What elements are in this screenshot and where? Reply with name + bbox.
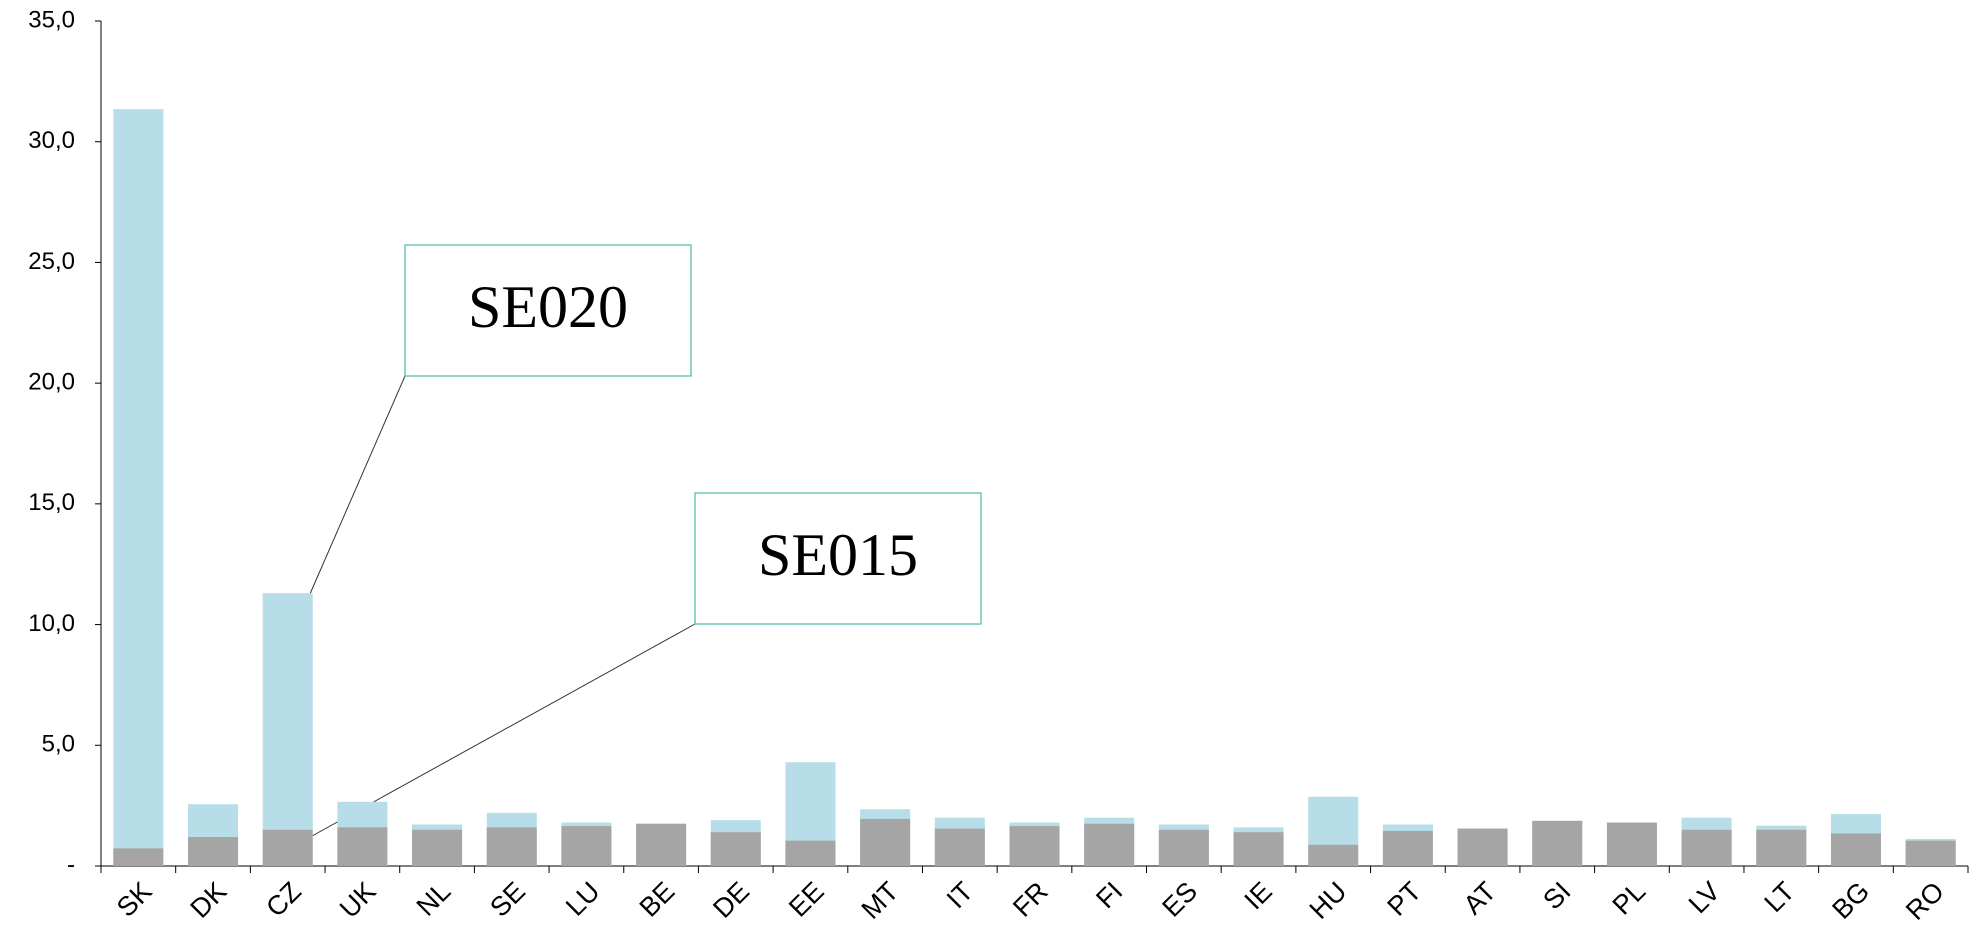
x-tick-label: PT <box>1382 876 1428 922</box>
y-tick-label: 30,0 <box>28 127 75 154</box>
bar <box>412 829 463 866</box>
bar <box>113 109 164 866</box>
bar <box>113 848 164 866</box>
bar <box>1457 828 1508 866</box>
bar <box>1681 829 1732 866</box>
y-tick-label: - <box>67 851 75 878</box>
bar <box>1830 833 1881 866</box>
y-tick-label: 35,0 <box>28 6 75 33</box>
y-tick-label: 25,0 <box>28 248 75 275</box>
y-tick-label: 15,0 <box>28 489 75 516</box>
y-tick-label: 20,0 <box>28 368 75 395</box>
x-tick-label: PL <box>1607 876 1652 921</box>
callout-box <box>694 492 982 625</box>
x-tick-label: FR <box>1007 876 1054 923</box>
bar <box>785 840 836 866</box>
bar <box>337 827 388 866</box>
bar <box>1158 829 1209 866</box>
x-tick-label: LT <box>1758 876 1800 918</box>
x-tick-label: HU <box>1304 876 1353 925</box>
x-tick-label: BG <box>1826 876 1875 925</box>
x-tick-label: MT <box>856 876 905 925</box>
bar <box>486 827 537 866</box>
x-tick-label: UK <box>334 876 382 924</box>
x-tick-label: IT <box>941 876 979 914</box>
bar <box>1233 832 1284 866</box>
x-tick-label: SI <box>1537 876 1576 915</box>
bar <box>1756 829 1807 866</box>
bar <box>860 818 911 866</box>
callout-label: SE015 <box>758 522 918 588</box>
bar <box>710 832 761 866</box>
x-tick-label: DE <box>707 876 755 924</box>
y-tick-label: 10,0 <box>28 610 75 637</box>
bar <box>1532 820 1583 866</box>
x-tick-label: SK <box>111 876 158 923</box>
y-tick-label: 5,0 <box>42 731 75 758</box>
x-tick-label: EE <box>783 876 830 923</box>
x-tick-label: RO <box>1900 876 1950 926</box>
x-tick-label: NL <box>411 876 457 922</box>
x-tick-label: ES <box>1156 876 1203 923</box>
callout-label: SE020 <box>468 274 628 340</box>
bar <box>262 593 313 866</box>
x-tick-label: BE <box>634 876 681 923</box>
bar <box>636 823 687 866</box>
bar <box>188 837 239 866</box>
bar <box>1009 826 1060 866</box>
x-tick-label: LU <box>560 876 606 922</box>
x-tick-label: IE <box>1239 876 1278 915</box>
x-tick-label: DK <box>185 876 233 924</box>
bar <box>262 829 313 866</box>
x-tick-label: SE <box>484 876 531 923</box>
bar <box>561 826 612 866</box>
bar <box>1084 823 1135 866</box>
x-tick-label: LV <box>1683 876 1726 919</box>
callout-box <box>404 244 692 377</box>
x-tick-label: AT <box>1458 876 1502 920</box>
bar <box>1308 844 1359 866</box>
bar <box>934 828 985 866</box>
x-tick-label: CZ <box>260 876 307 923</box>
bar <box>1905 840 1956 866</box>
callout-pointer <box>302 375 406 611</box>
bar <box>1382 830 1433 866</box>
bar <box>1606 822 1657 866</box>
x-tick-label: FI <box>1090 876 1128 914</box>
